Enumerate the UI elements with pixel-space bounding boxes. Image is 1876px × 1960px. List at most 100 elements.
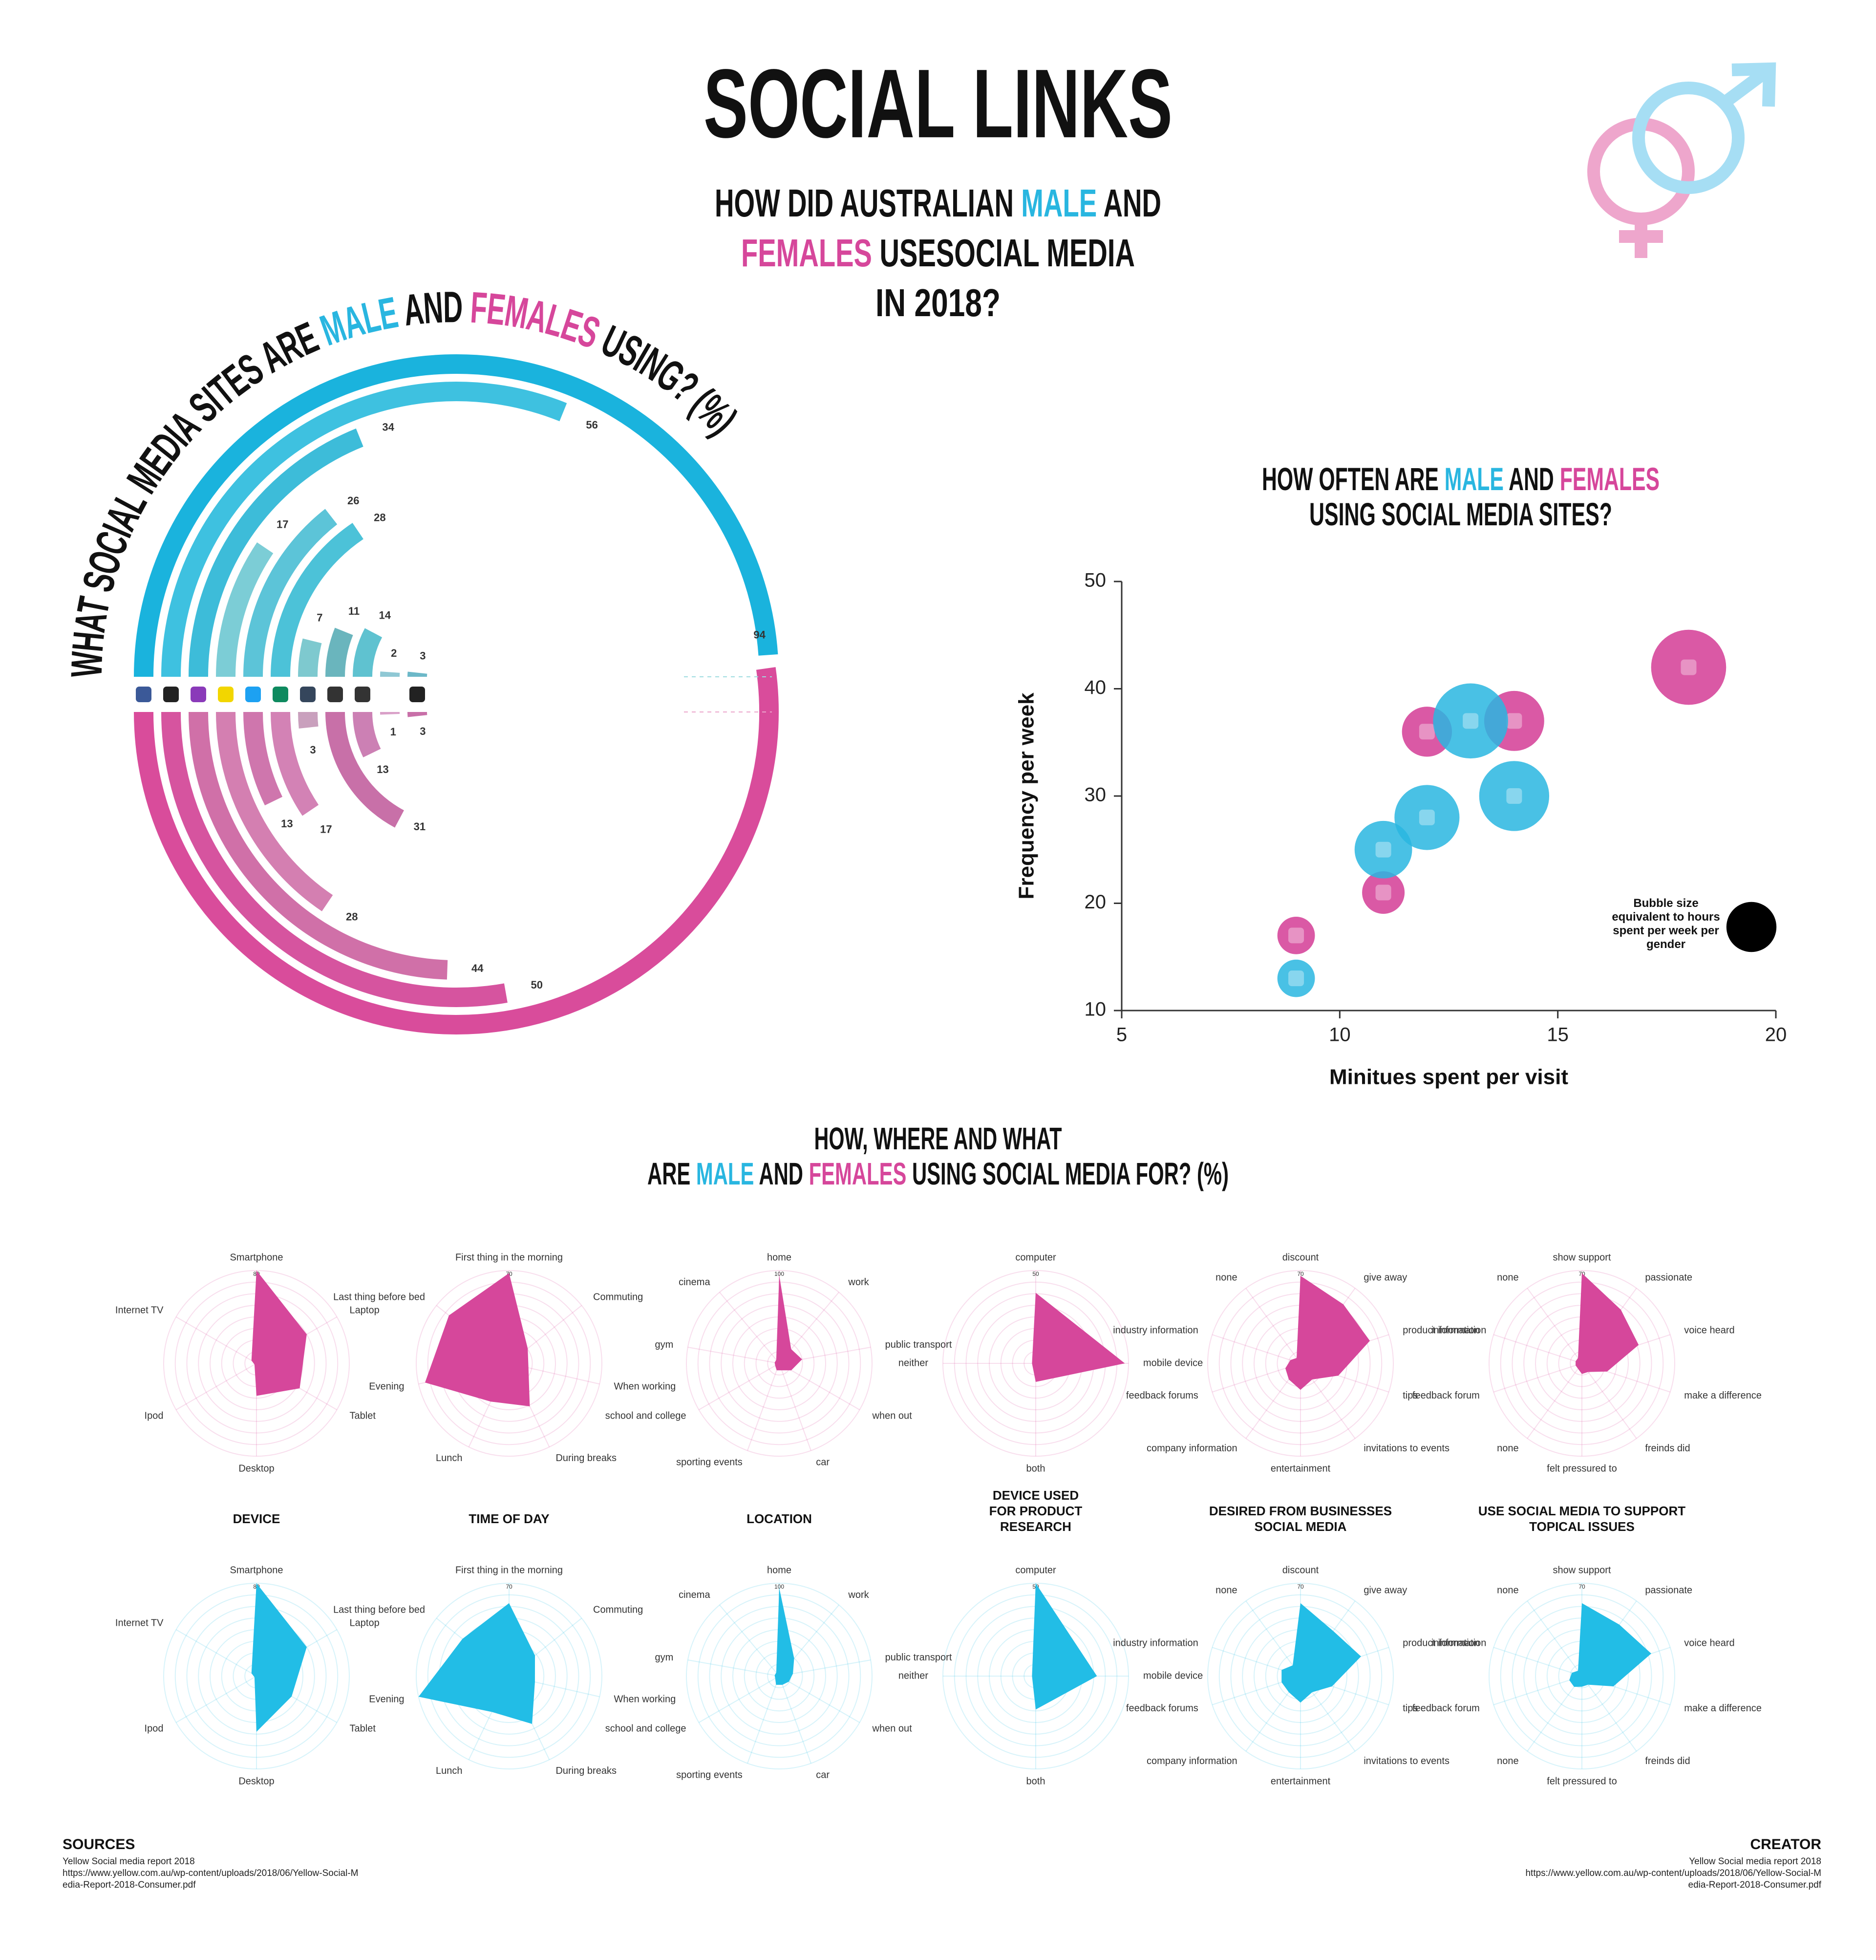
radar-axis-label: During breaks xyxy=(555,1453,617,1464)
radial-bar xyxy=(298,711,319,729)
radar-ring xyxy=(416,1270,602,1457)
radar-axis-label: public transport xyxy=(885,1652,952,1663)
radar-axis-label: When working xyxy=(614,1694,676,1704)
radar-axis-label: felt pressured to xyxy=(1547,1463,1617,1474)
radar-axis-label: computer xyxy=(1015,1252,1056,1263)
radar-axis-label: both xyxy=(1026,1463,1045,1474)
radar-axis-label: cinema xyxy=(679,1590,710,1600)
radar-axis-label: show support xyxy=(1553,1565,1611,1575)
legend-text: Bubble size equivalent to hours spent per … xyxy=(1612,897,1720,951)
bubble xyxy=(1277,959,1315,997)
platform-icon xyxy=(136,687,151,702)
radar-tick-label: 70 xyxy=(1578,1583,1585,1590)
platform-icon xyxy=(245,687,261,702)
radar-axis-label: work xyxy=(848,1277,869,1288)
radar-caption: RESEARCH xyxy=(1000,1519,1071,1534)
y-tick-label: 30 xyxy=(1085,784,1107,806)
radar-axis-label: Lunch xyxy=(436,1766,463,1776)
radial-bar xyxy=(161,711,508,1007)
male-symbol xyxy=(1632,82,1745,194)
radar-axis-label: information xyxy=(1431,1638,1480,1649)
radial-value-label: 94 xyxy=(753,629,766,641)
radar-axis-label: voice heard xyxy=(1684,1638,1734,1649)
radar-caption: DEVICE USED xyxy=(993,1488,1079,1503)
radar-axis-label: entertainment xyxy=(1271,1776,1331,1787)
radar-area xyxy=(1285,1275,1370,1390)
y-tick-label: 10 xyxy=(1085,999,1107,1020)
bubble xyxy=(1651,629,1727,705)
radial-value-label: 7 xyxy=(317,612,322,624)
radar-axis-label: make a difference xyxy=(1684,1390,1762,1401)
radial-value-label: 50 xyxy=(531,979,542,991)
platform-icon xyxy=(163,687,179,702)
radar-caption: TOPICAL ISSUES xyxy=(1529,1519,1635,1534)
radar-spoke xyxy=(175,1676,257,1723)
radar-tick-label: 100 xyxy=(774,1583,784,1590)
radar-axis-label: Laptop xyxy=(350,1617,380,1628)
subtitle-line-part: MALE xyxy=(1021,181,1097,225)
radial-title: WHAT SOCIAL MEDIA SITES ARE MALE AND FEM… xyxy=(62,283,746,678)
subtitle-line-part: FEMALES xyxy=(741,231,872,275)
radar-axis-label: Desktop xyxy=(238,1776,274,1787)
bubble-title-line-part: MALE xyxy=(1445,461,1504,497)
platform-icon xyxy=(327,687,343,702)
footer-heading: CREATOR xyxy=(1750,1836,1821,1852)
radial-title-part: MALE xyxy=(315,288,402,355)
radar-spoke xyxy=(1581,1363,1637,1439)
radar-axis-label: none xyxy=(1497,1756,1519,1766)
radial-value-label: 2 xyxy=(391,647,397,659)
radial-bar xyxy=(189,428,363,677)
radar-axis-label: Internet TV xyxy=(115,1305,164,1315)
radar-axis-label: show support xyxy=(1553,1252,1611,1263)
bubble xyxy=(1277,916,1315,954)
radar-ring xyxy=(1218,1594,1383,1758)
platform-icon xyxy=(218,687,234,702)
radial-bar xyxy=(161,382,567,677)
radar-ring xyxy=(1489,1270,1675,1457)
radar-area xyxy=(251,1271,307,1396)
radar-axis-label: product information xyxy=(1403,1325,1486,1336)
radar-tick-label: 70 xyxy=(1297,1583,1304,1590)
radar-caption: SOCIAL MEDIA xyxy=(1255,1519,1347,1534)
x-axis-label: Minitues spent per visit xyxy=(1329,1065,1568,1089)
bubble xyxy=(1354,820,1412,879)
radar-axis-label: During breaks xyxy=(555,1766,617,1776)
bubble-title-line: USING SOCIAL MEDIA SITES? xyxy=(1309,496,1612,532)
radar-spoke xyxy=(698,1363,780,1410)
radar-area xyxy=(1032,1583,1097,1710)
radial-bar xyxy=(353,628,383,677)
radar-axis-label: Internet TV xyxy=(115,1617,164,1628)
radar-axis-label: when out xyxy=(872,1410,913,1421)
radar-ring xyxy=(427,1594,591,1758)
footer-line: https://www.yellow.com.au/wp-content/upl… xyxy=(63,1868,359,1878)
radar-axis-label: tips xyxy=(1403,1390,1418,1401)
radar-spoke xyxy=(687,1347,780,1364)
radar-axis-label: passionate xyxy=(1645,1272,1692,1283)
radar-axis-label: discount xyxy=(1282,1565,1319,1575)
radial-bar xyxy=(353,711,381,757)
radial-value-label: 26 xyxy=(347,495,359,507)
subtitle-line-part: AND xyxy=(1097,181,1161,225)
radar-spoke xyxy=(779,1676,811,1764)
radar-axis-label: invitations to events xyxy=(1364,1443,1450,1454)
radar-axis-label: felt pressured to xyxy=(1547,1776,1617,1787)
subtitle-line: IN 2018? xyxy=(875,281,1001,324)
radial-bar xyxy=(189,711,448,980)
radial-value-label: 31 xyxy=(414,820,426,833)
bubble-icon xyxy=(1419,809,1435,825)
radar-axis-label: Smartphone xyxy=(230,1565,283,1575)
bubble xyxy=(1394,785,1460,850)
radial-value-label: 3 xyxy=(420,725,426,737)
subtitle-line-part: USESOCIAL MEDIA xyxy=(872,231,1135,275)
x-tick-label: 5 xyxy=(1116,1024,1127,1046)
radar-area xyxy=(774,1588,794,1685)
radar-axis-label: Smartphone xyxy=(230,1252,283,1263)
bubble-icon xyxy=(1506,788,1522,804)
radar-area xyxy=(1576,1273,1639,1374)
subtitle-line-part: HOW DID AUSTRALIAN xyxy=(715,181,1021,225)
radar-spoke xyxy=(779,1659,871,1677)
radar-axis-label: Tablet xyxy=(350,1410,376,1421)
bubble-title-line-part: AND xyxy=(1504,461,1560,497)
subtitle-line: HOW DID AUSTRALIAN MALE AND xyxy=(715,181,1161,225)
radar-axis-label: give away xyxy=(1364,1585,1407,1596)
